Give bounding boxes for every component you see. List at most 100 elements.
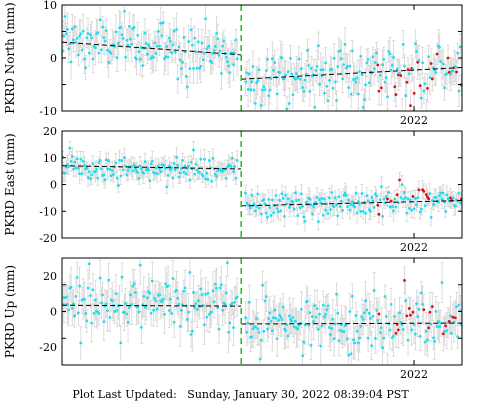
data-point <box>443 86 446 90</box>
x-tick-label: 2022 <box>400 241 428 254</box>
data-point <box>275 92 279 96</box>
data-point <box>324 208 328 212</box>
data-point <box>63 171 67 175</box>
data-point <box>182 35 186 39</box>
data-point <box>367 311 371 315</box>
data-point <box>244 316 248 320</box>
data-point <box>234 38 238 42</box>
data-point <box>205 315 209 319</box>
data-point <box>160 300 164 304</box>
data-point <box>276 210 280 214</box>
data-point <box>401 42 405 46</box>
data-point <box>149 311 153 315</box>
data-point <box>251 65 255 68</box>
data-point <box>373 192 377 196</box>
data-point-recent <box>409 104 412 108</box>
data-point-recent <box>429 62 433 65</box>
data-point <box>175 155 178 159</box>
data-point <box>190 329 194 333</box>
data-point <box>409 198 412 202</box>
data-point <box>252 202 256 206</box>
data-point <box>86 286 90 290</box>
data-point <box>183 286 187 290</box>
data-point <box>273 61 277 64</box>
data-point <box>407 72 411 76</box>
data-point <box>441 191 445 195</box>
data-point <box>355 211 359 215</box>
data-point <box>131 284 135 288</box>
data-point <box>389 68 393 72</box>
footer-label: Plot Last Updated: <box>72 388 177 401</box>
data-point <box>78 172 81 176</box>
data-point <box>171 176 175 180</box>
data-point-recent <box>447 320 451 323</box>
data-point <box>83 164 86 167</box>
data-point <box>152 308 155 312</box>
data-point <box>383 80 387 84</box>
data-point <box>406 197 410 201</box>
data-point <box>275 207 279 210</box>
data-point <box>136 171 140 175</box>
data-point <box>131 169 135 173</box>
data-point <box>457 89 461 93</box>
data-point <box>90 173 94 177</box>
data-point-recent <box>449 196 452 200</box>
data-point <box>198 66 201 70</box>
data-point <box>449 72 452 76</box>
data-point <box>400 183 404 187</box>
data-point <box>316 44 320 48</box>
data-point <box>337 339 341 342</box>
data-point <box>226 60 229 64</box>
data-point <box>375 51 378 55</box>
data-point <box>296 327 300 331</box>
data-point <box>404 299 408 303</box>
data-point <box>153 171 157 175</box>
data-point <box>276 318 280 322</box>
data-point <box>158 167 161 171</box>
data-point <box>415 50 418 53</box>
data-point <box>83 297 86 301</box>
data-point <box>304 200 308 204</box>
data-point <box>67 47 71 51</box>
data-point <box>338 328 342 332</box>
data-point <box>383 295 387 298</box>
data-point <box>401 328 405 331</box>
data-point <box>102 36 106 40</box>
data-point <box>308 89 312 93</box>
data-point <box>133 290 137 294</box>
data-point <box>244 80 248 84</box>
data-point <box>413 196 417 200</box>
data-point <box>156 30 160 33</box>
data-point-recent <box>377 89 381 93</box>
data-point <box>324 312 328 316</box>
data-point <box>308 311 312 315</box>
data-point <box>346 337 349 341</box>
data-point <box>158 44 161 48</box>
data-point <box>354 80 358 84</box>
data-point <box>413 42 417 46</box>
data-point <box>85 36 89 40</box>
data-point <box>224 177 228 180</box>
data-point <box>388 205 392 209</box>
data-point <box>319 344 323 348</box>
data-point <box>332 337 336 341</box>
data-point <box>207 44 211 48</box>
data-point <box>293 319 297 323</box>
data-point <box>342 330 346 333</box>
data-point <box>321 213 325 217</box>
data-point <box>333 322 337 326</box>
data-point <box>148 291 152 295</box>
data-point <box>85 166 89 170</box>
data-point <box>309 344 313 347</box>
data-point <box>221 44 225 48</box>
y-tick-label: 0 <box>50 179 57 192</box>
y-tick-label: 20 <box>43 270 57 283</box>
data-point <box>87 51 91 55</box>
data-point <box>207 159 211 162</box>
data-point <box>279 316 283 319</box>
data-point <box>219 283 223 287</box>
data-point <box>99 167 103 171</box>
data-point <box>132 282 136 286</box>
data-point <box>372 206 376 209</box>
data-point <box>303 219 307 223</box>
